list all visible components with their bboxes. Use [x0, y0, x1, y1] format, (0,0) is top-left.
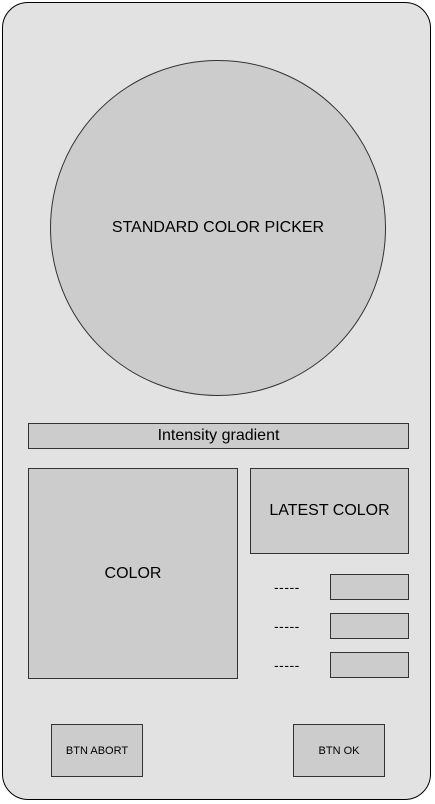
color-picker-label: STANDARD COLOR PICKER: [111, 219, 325, 236]
latest-color-swatch[interactable]: LATEST COLOR: [250, 468, 409, 554]
color-preview-label: COLOR: [104, 564, 162, 582]
color-preview: COLOR: [28, 468, 238, 679]
history-label-2: -----: [274, 618, 300, 634]
history-label-3: -----: [274, 657, 300, 673]
history-swatch-1[interactable]: [330, 574, 409, 600]
ok-button-label: BTN OK: [318, 744, 360, 757]
ok-button[interactable]: BTN OK: [293, 724, 385, 777]
intensity-gradient-slider[interactable]: Intensity gradient: [28, 423, 409, 449]
history-label-1: -----: [274, 579, 300, 595]
intensity-gradient-label: Intensity gradient: [157, 427, 280, 444]
standard-color-picker[interactable]: STANDARD COLOR PICKER: [50, 60, 386, 396]
abort-button-label: BTN ABORT: [65, 744, 129, 757]
latest-color-label: LATEST COLOR: [269, 502, 390, 519]
history-swatch-2[interactable]: [330, 613, 409, 639]
history-swatch-3[interactable]: [330, 652, 409, 678]
abort-button[interactable]: BTN ABORT: [51, 724, 143, 777]
